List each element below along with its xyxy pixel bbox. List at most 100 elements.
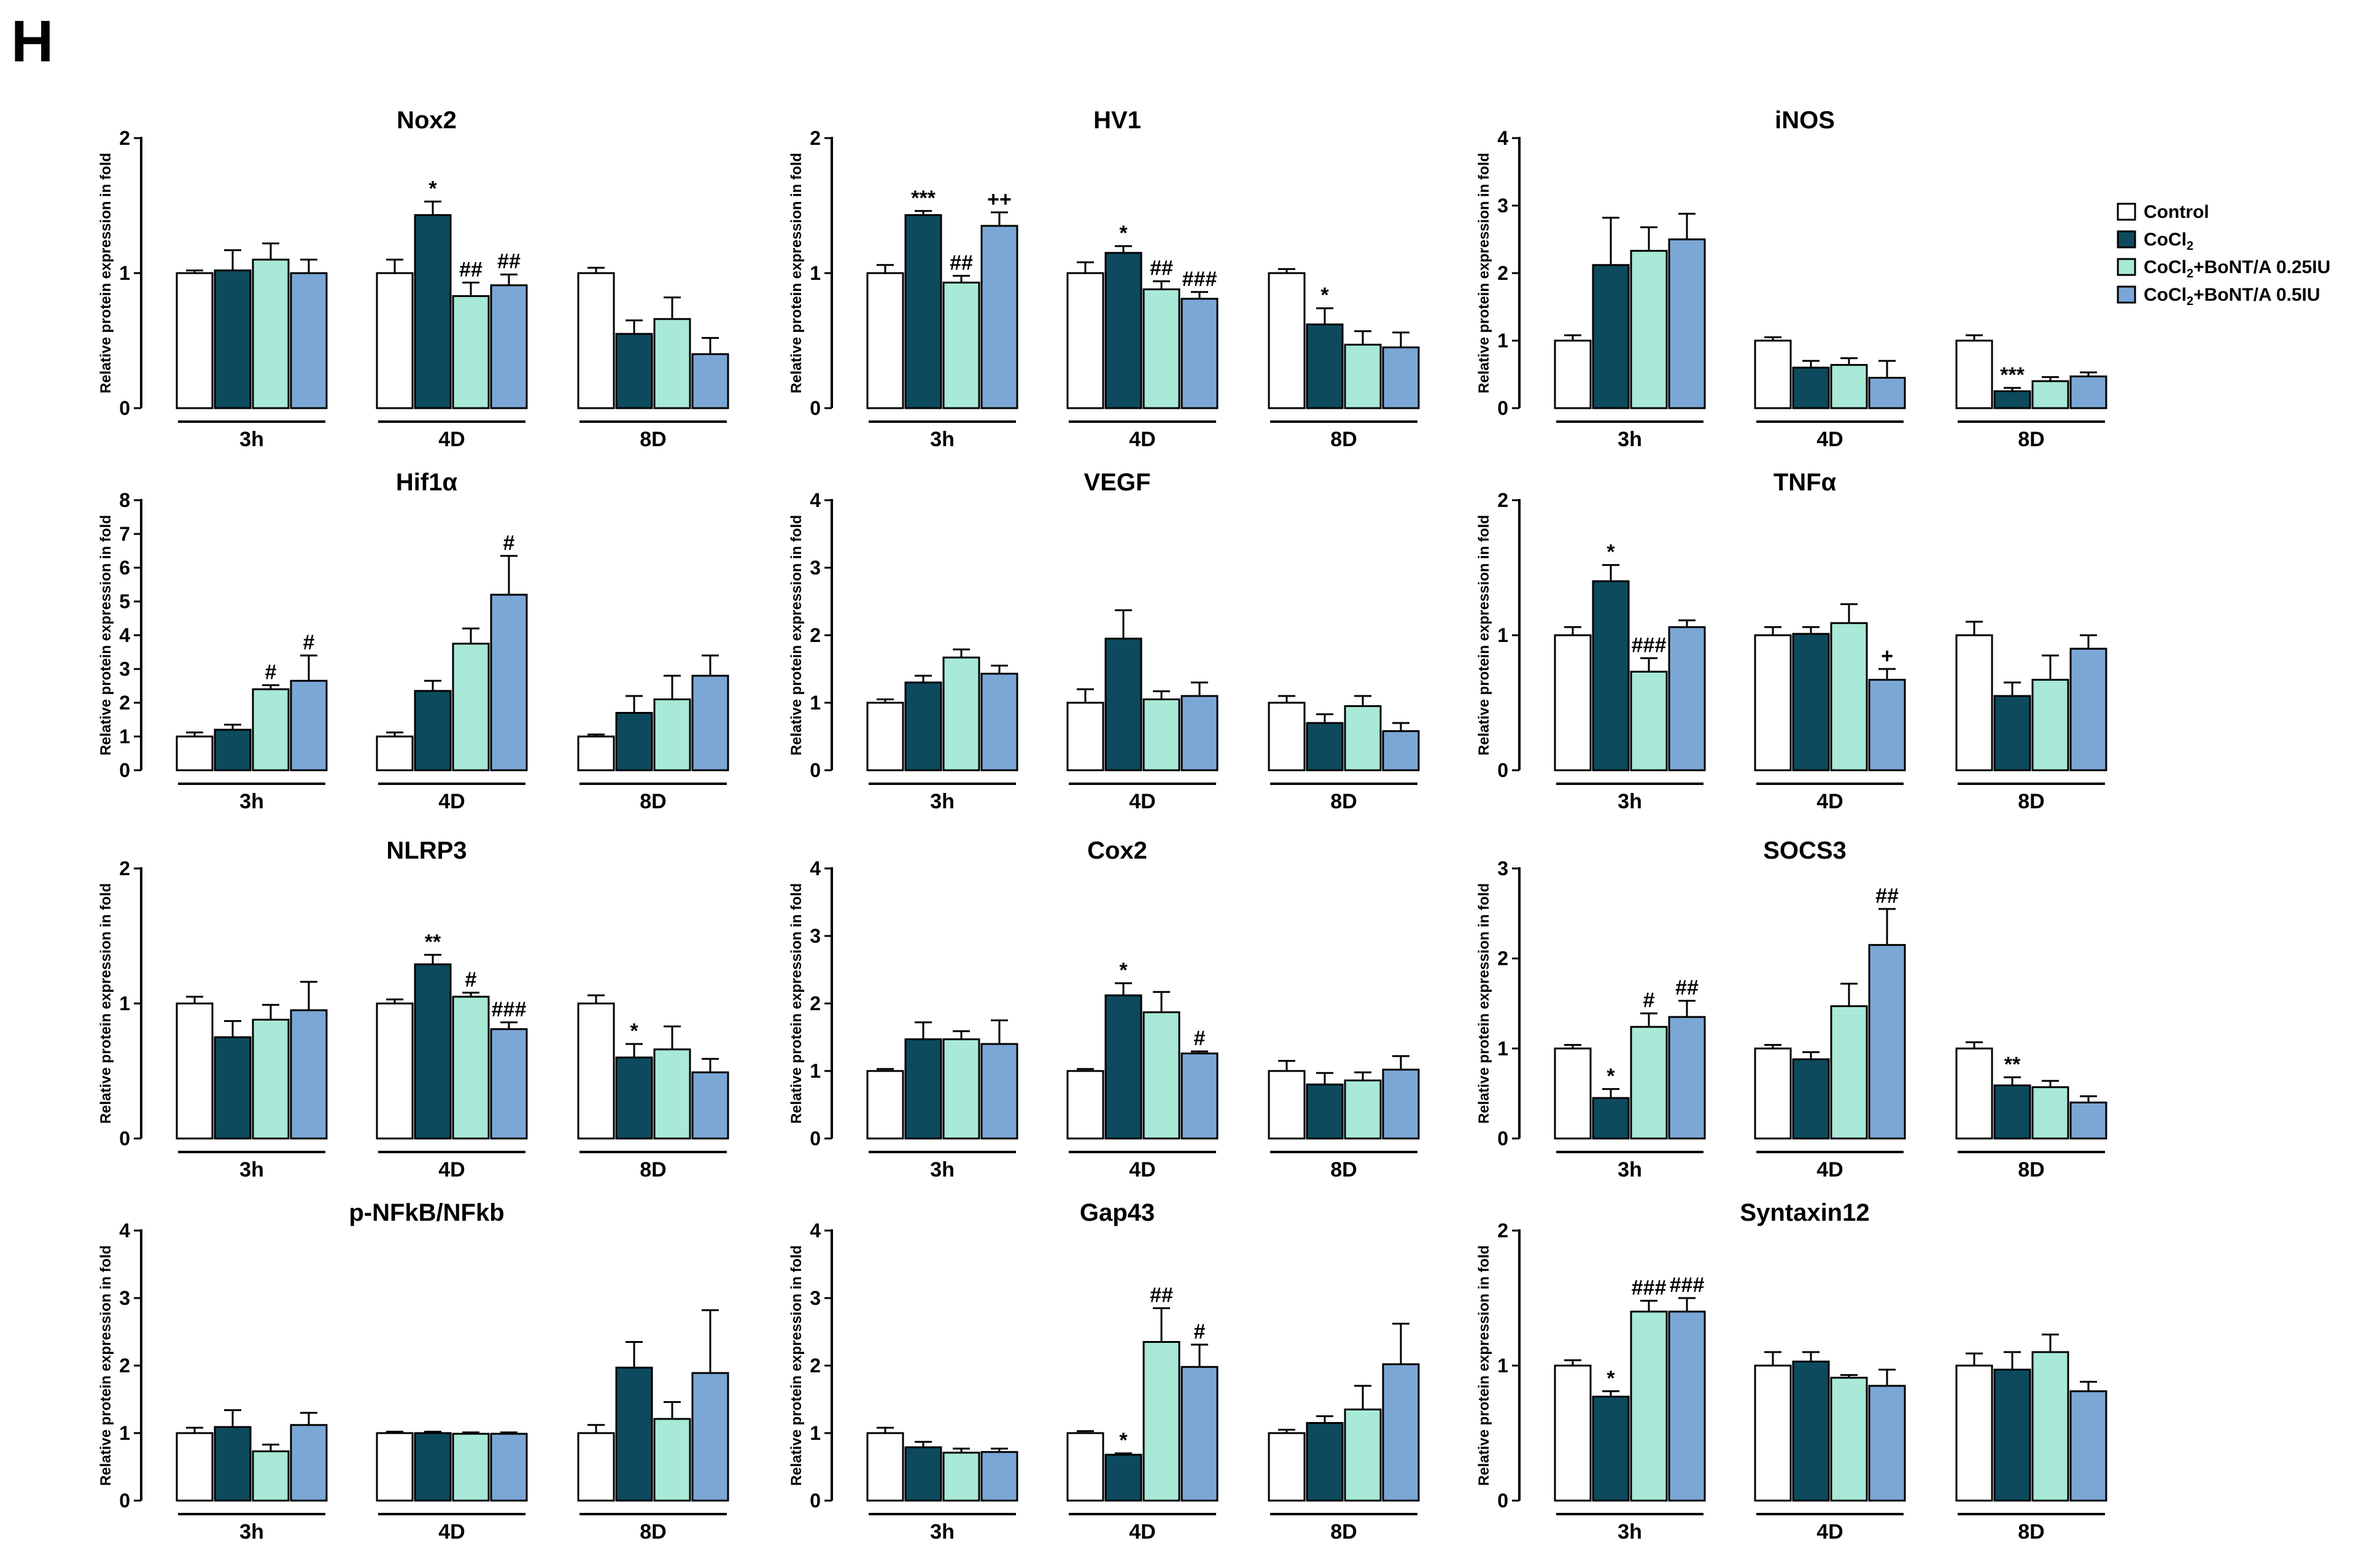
bar-8d-cocl2 [1993, 695, 2031, 771]
bar-3h-cocl2-bont-a-0-25iu [252, 258, 290, 409]
x-category-label: 8D [2018, 428, 2044, 451]
bar-4d-control [1066, 702, 1104, 771]
bar-4d-cocl2-bont-a-0-25iu [452, 995, 490, 1140]
y-tick-label: 2 [119, 1355, 130, 1377]
y-axis-label: Relative protein expression in fold [1476, 153, 1492, 393]
significance-mark: # [303, 631, 315, 654]
bar-3h-control [1554, 339, 1592, 409]
bar-4d-cocl2-bont-a-0-5iu [1868, 1385, 1906, 1502]
significance-mark: * [1607, 1367, 1615, 1390]
y-tick-label: 0 [810, 759, 821, 781]
significance-mark: * [1607, 1064, 1615, 1088]
bar-4d-cocl2-bont-a-0-25iu [1142, 1341, 1180, 1502]
bar-8d-cocl2-bont-a-0-5iu [2069, 1390, 2107, 1502]
bar-8d-cocl2-bont-a-0-5iu [1382, 1069, 1420, 1140]
bar-8d-control [577, 735, 615, 771]
y-tick-label: 6 [119, 557, 130, 579]
x-category-label: 3h [1618, 790, 1642, 813]
significance-mark: ### [1182, 268, 1217, 291]
bar-8d-cocl2 [1306, 722, 1344, 771]
bar-4d-cocl2-bont-a-0-25iu [452, 1432, 490, 1502]
x-category-label: 3h [1618, 428, 1642, 451]
bar-8d-cocl2 [1993, 1084, 2031, 1140]
bar-4d-cocl2-bont-a-0-5iu [1868, 944, 1906, 1140]
legend-label: CoCl2 [2144, 230, 2193, 253]
x-category-label: 4D [438, 790, 465, 813]
bar-8d-cocl2 [1993, 1369, 2031, 1502]
bar-8d-cocl2-bont-a-0-5iu [1382, 1363, 1420, 1502]
bar-3h-cocl2-bont-a-0-5iu [290, 679, 328, 771]
y-axis-label: Relative protein expression in fold [788, 883, 805, 1124]
y-axis-label: Relative protein expression in fold [98, 883, 114, 1124]
bar-3h-control [1554, 1047, 1592, 1140]
legend-item-1: Control [2117, 202, 2209, 222]
significance-mark: ### [1670, 1274, 1705, 1297]
bar-3h-cocl2-bont-a-0-5iu [980, 673, 1018, 771]
legend-swatch [2117, 258, 2136, 276]
y-tick-label: 0 [119, 1127, 130, 1150]
legend-swatch [2117, 285, 2136, 304]
legend-swatch [2117, 203, 2136, 221]
bar-3h-control [866, 1070, 904, 1140]
bar-4d-control [1754, 634, 1792, 771]
y-tick-label: 0 [810, 1127, 821, 1150]
bar-4d-cocl2 [1104, 1453, 1142, 1502]
y-tick-label: 4 [810, 489, 821, 511]
bar-4d-control [1066, 272, 1104, 409]
chart-title: iNOS [1775, 107, 1835, 134]
significance-mark: * [1119, 1429, 1128, 1452]
bar-4d-control [376, 272, 414, 409]
significance-mark: ** [425, 930, 441, 954]
bar-3h-control [866, 702, 904, 771]
y-tick-label: 2 [810, 624, 821, 646]
bar-3h-cocl2 [904, 214, 942, 409]
x-category-label: 4D [1816, 1158, 1843, 1181]
bar-3h-control [176, 1432, 214, 1502]
bar-3h-cocl2 [214, 269, 252, 409]
y-tick-label: 4 [119, 624, 130, 646]
bar-8d-cocl2-bont-a-0-5iu [691, 675, 729, 771]
y-tick-label: 2 [810, 127, 821, 149]
bar-4d-cocl2-bont-a-0-5iu [1180, 1052, 1219, 1140]
significance-mark: # [1643, 989, 1655, 1012]
x-category-label: 4D [1816, 1520, 1843, 1544]
x-category-label: 8D [640, 790, 666, 813]
x-category-label: 4D [438, 1520, 465, 1544]
bar-8d-cocl2-bont-a-0-5iu [1382, 730, 1420, 771]
legend-label: CoCl2+BoNT/A 0.5IU [2144, 285, 2320, 308]
y-tick-label: 0 [810, 1490, 821, 1512]
bar-8d-cocl2-bont-a-0-5iu [691, 353, 729, 409]
x-category-label: 3h [239, 428, 264, 451]
bar-4d-control [1754, 1047, 1792, 1140]
bar-8d-control [1955, 339, 1993, 409]
bar-3h-control [176, 272, 214, 409]
significance-mark: # [265, 660, 277, 684]
x-category-label: 3h [1618, 1520, 1642, 1544]
bar-3h-cocl2-bont-a-0-5iu [1668, 626, 1706, 771]
bar-8d-cocl2-bont-a-0-25iu [653, 1048, 691, 1140]
bar-8d-cocl2-bont-a-0-25iu [2031, 380, 2069, 409]
y-tick-label: 2 [1497, 262, 1508, 284]
bar-4d-control [1066, 1070, 1104, 1140]
x-category-label: 8D [2018, 1158, 2044, 1181]
bar-4d-cocl2-bont-a-0-5iu [490, 593, 528, 771]
significance-mark: # [1194, 1320, 1206, 1343]
bar-8d-cocl2 [1306, 1083, 1344, 1140]
bar-4d-cocl2-bont-a-0-5iu [1868, 679, 1906, 771]
y-tick-label: 8 [119, 489, 130, 511]
bar-3h-cocl2-bont-a-0-25iu [1630, 250, 1668, 409]
y-tick-label: 3 [810, 1287, 821, 1309]
x-category-label: 4D [1129, 1158, 1155, 1181]
y-tick-label: 3 [1497, 195, 1508, 217]
y-axis-label: Relative protein expression in fold [98, 1245, 114, 1486]
bar-4d-cocl2-bont-a-0-25iu [1142, 698, 1180, 771]
bar-8d-cocl2 [615, 333, 653, 409]
bar-3h-cocl2-bont-a-0-5iu [1668, 238, 1706, 409]
bar-4d-cocl2 [1104, 638, 1142, 771]
bar-3h-cocl2-bont-a-0-25iu [942, 281, 980, 409]
bar-8d-cocl2-bont-a-0-25iu [1344, 1079, 1382, 1140]
bar-3h-cocl2 [1592, 1097, 1630, 1140]
x-category-label: 4D [438, 1158, 465, 1181]
chart-title: Nox2 [397, 107, 457, 134]
